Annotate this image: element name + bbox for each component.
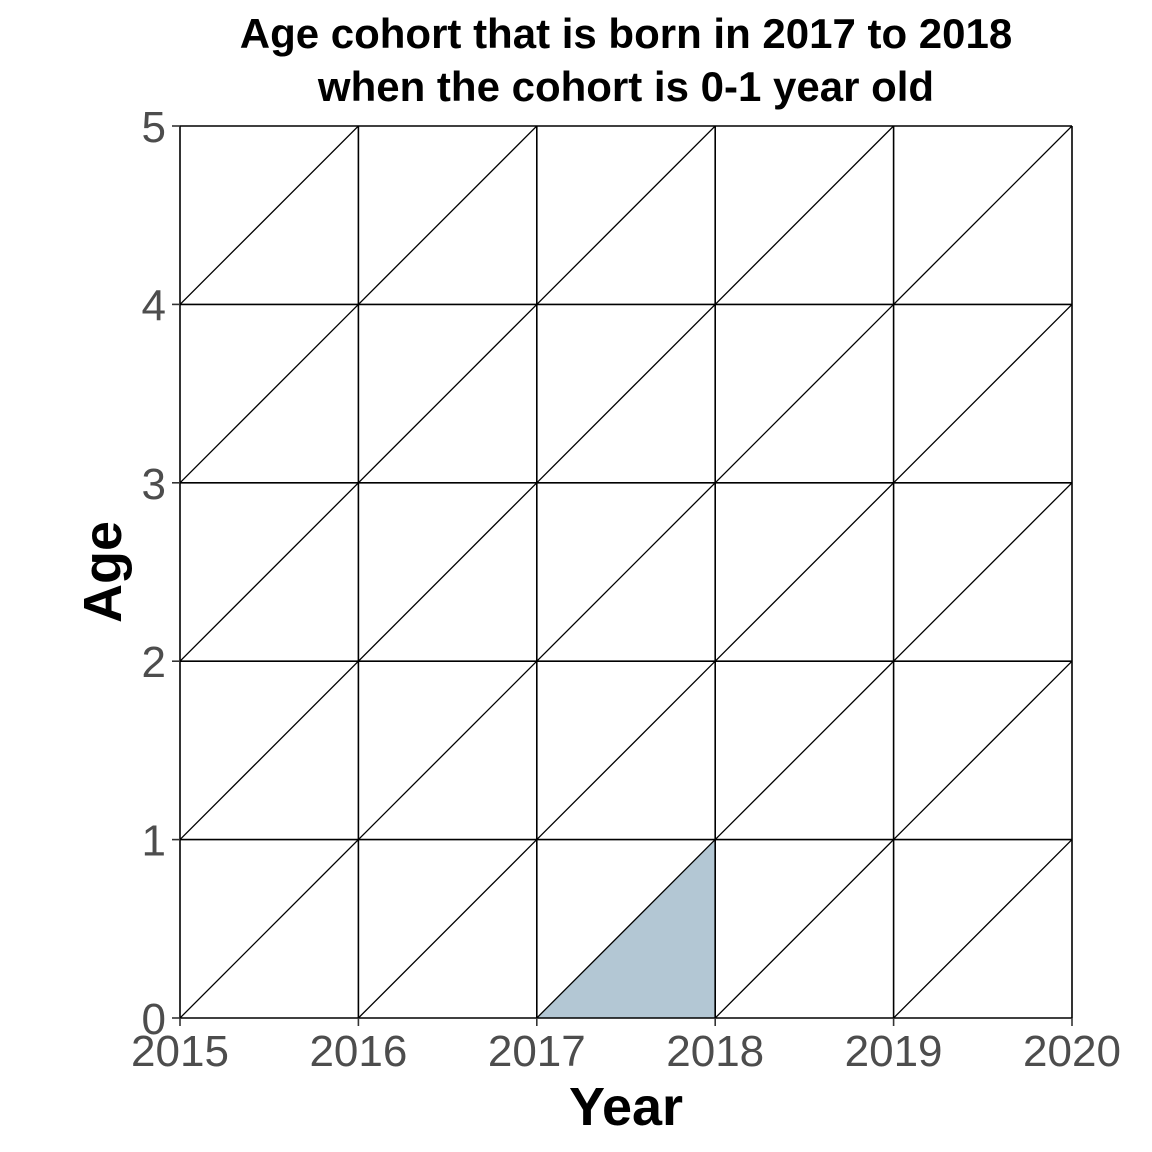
cohort-diagonal <box>357 839 538 1019</box>
chart-title-line-2: when the cohort is 0-1 year old <box>317 63 934 110</box>
x-axis-label: Year <box>569 1077 683 1137</box>
cohort-diagonal <box>357 660 538 841</box>
x-tick-label: 2016 <box>309 1027 407 1076</box>
cohort-diagonal <box>893 303 1073 484</box>
cohort-diagonal <box>536 660 716 841</box>
cohort-diagonal <box>714 839 895 1019</box>
cohort-diagonal <box>893 125 1073 305</box>
cohort-diagonal <box>714 660 895 841</box>
cohort-diagonal <box>714 303 895 484</box>
cohort-diagonal <box>536 839 716 1019</box>
cohort-diagonal <box>357 303 538 484</box>
x-tick-label: 2020 <box>1023 1027 1121 1076</box>
cohort-diagonal <box>714 125 895 305</box>
y-tick-label: 0 <box>142 995 166 1044</box>
cohort-diagonal <box>179 839 359 1019</box>
cohort-diagonal <box>179 660 359 841</box>
cohort-diagonal <box>893 482 1073 662</box>
y-axis-label: Age <box>73 521 133 623</box>
cohort-diagonal <box>714 482 895 662</box>
chart-title-line-1: Age cohort that is born in 2017 to 2018 <box>240 10 1013 57</box>
cohort-diagonal <box>357 125 538 305</box>
y-tick-label: 5 <box>142 103 166 152</box>
x-tick-label: 2018 <box>666 1027 764 1076</box>
y-tick-label: 1 <box>142 817 166 866</box>
y-tick-label: 4 <box>142 281 166 330</box>
y-tick-label: 2 <box>142 638 166 687</box>
x-axis: 2015 2016 2017 2018 2019 2020 <box>131 1018 1121 1076</box>
cohort-diagonal <box>357 482 538 662</box>
y-tick-label: 3 <box>142 460 166 509</box>
cohort-diagonal <box>536 125 716 305</box>
y-axis: 0 1 2 3 4 5 <box>142 103 180 1044</box>
cohort-diagonal <box>179 125 359 305</box>
cohort-diagonal <box>893 660 1073 841</box>
x-tick-label: 2019 <box>845 1027 943 1076</box>
cohort-diagonal <box>179 303 359 484</box>
x-tick-label: 2015 <box>131 1027 229 1076</box>
x-tick-label: 2017 <box>488 1027 586 1076</box>
cohort-diagonal <box>536 482 716 662</box>
plot-area <box>179 125 1073 1019</box>
cohort-diagonal <box>179 482 359 662</box>
cohort-diagonal <box>536 303 716 484</box>
cohort-diagonal <box>893 839 1073 1019</box>
